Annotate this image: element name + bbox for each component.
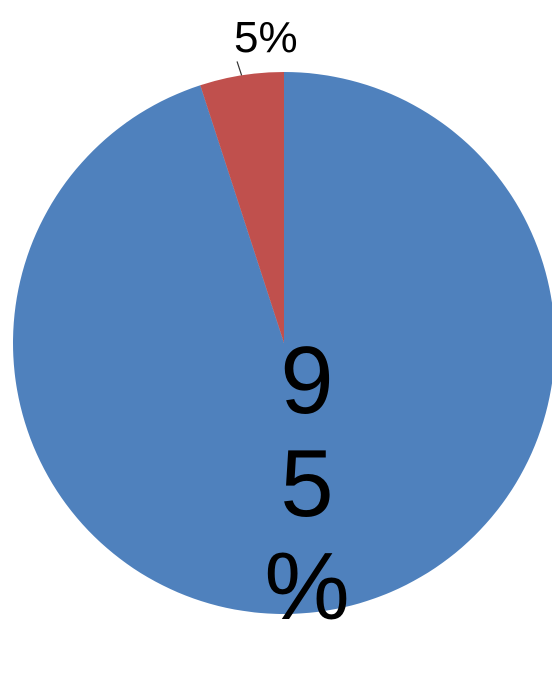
data-label-5-pct: 5%	[234, 13, 298, 62]
data-label-95-pct: 9 5%	[264, 327, 349, 640]
pie-labels: 9 5 % 5%	[234, 13, 350, 640]
pie-slice-5-pct	[200, 72, 284, 343]
pie-slices	[13, 72, 552, 614]
leader-line-5-pct	[236, 61, 243, 76]
pie-slice-95-pct	[13, 72, 552, 614]
